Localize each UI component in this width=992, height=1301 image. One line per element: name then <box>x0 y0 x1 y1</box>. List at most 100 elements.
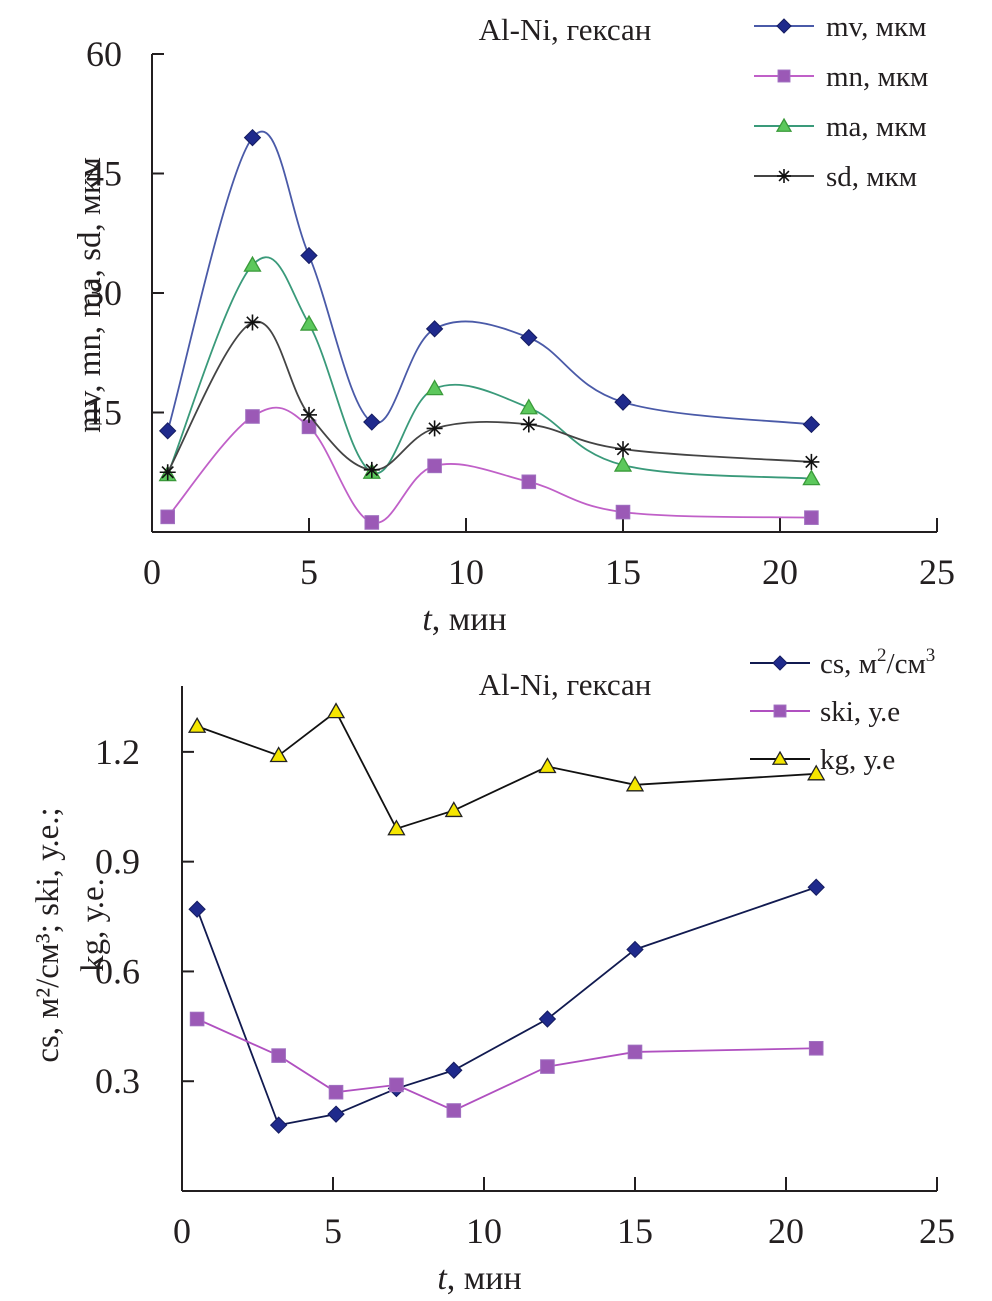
legend-label: kg, у.е <box>820 744 895 776</box>
y-tick-label: 30 <box>86 273 122 313</box>
series-ma <box>158 255 821 486</box>
series-ski <box>189 1011 824 1118</box>
chart-1: 0 5 10 15 20 25 15 30 45 60 t, мин mv, mn, ma, sd, … <box>72 11 955 638</box>
asterisk-stroke <box>805 455 818 469</box>
data-point-diamond <box>807 878 825 896</box>
data-point-triangle <box>538 757 557 774</box>
x-tick-label: 25 <box>919 552 955 592</box>
data-point-square <box>627 1044 643 1060</box>
data-point-asterisk <box>426 420 443 437</box>
x-axis-label: t, мин <box>422 601 506 638</box>
data-point-square <box>427 458 442 474</box>
x-tick-label: 20 <box>768 1211 804 1251</box>
x-tick-label: 5 <box>324 1211 342 1251</box>
data-point-diamond <box>243 128 262 147</box>
data-point-square <box>540 1059 555 1074</box>
data-point-asterisk <box>363 461 380 478</box>
x-tick-label: 10 <box>466 1211 502 1251</box>
chart-title: Al-Ni, гексан <box>479 12 652 47</box>
series-mn <box>160 406 819 530</box>
x-tick-label: 10 <box>448 552 484 592</box>
legend-label: ski, у.е <box>820 696 900 728</box>
data-point-triangle <box>299 314 319 331</box>
legend-label: mv, мкм <box>826 11 926 43</box>
legend-label-sup: 3 <box>926 645 936 666</box>
asterisk-stroke <box>522 418 536 431</box>
legend-marker-square <box>773 704 787 718</box>
data-point-triangle <box>243 255 262 272</box>
data-point-square <box>389 1077 404 1093</box>
data-point-diamond <box>626 940 644 959</box>
series-line <box>196 710 817 830</box>
data-point-diamond <box>425 320 444 338</box>
y-axis-label-line1: cs, м²/см³; ski, у.е.; <box>30 807 66 1062</box>
data-point-triangle <box>269 746 288 763</box>
data-point-diamond <box>363 413 381 431</box>
legend-label-sup: 2 <box>877 645 887 666</box>
data-point-triangle <box>802 469 821 486</box>
data-point-diamond <box>188 900 206 918</box>
data-point-diamond <box>300 246 318 265</box>
data-point-asterisk <box>301 406 317 423</box>
data-point-square <box>160 509 175 525</box>
legend-label: cs, м2/см3 <box>820 645 935 680</box>
series-line <box>196 886 817 1127</box>
legend-item: mv, мкм <box>754 11 926 43</box>
x-tick-label: 0 <box>143 552 161 592</box>
legend-label: ma, мкм <box>826 111 927 143</box>
series-line <box>196 1018 817 1112</box>
series-kg <box>187 702 826 836</box>
data-point-triangle <box>444 801 463 818</box>
series-cs <box>188 878 825 1134</box>
legend-marker-diamond <box>772 655 788 671</box>
legend-item: sd, мкм <box>754 161 917 193</box>
data-point-triangle <box>807 764 826 781</box>
asterisk-stroke <box>428 422 441 435</box>
data-point-square <box>615 504 631 520</box>
data-point-triangle <box>625 775 645 792</box>
data-point-diamond <box>614 393 632 411</box>
data-point-asterisk <box>615 441 631 458</box>
data-point-asterisk <box>520 416 537 433</box>
x-axis-label-var: t <box>422 601 433 638</box>
x-tick-label: 15 <box>605 552 641 592</box>
x-tick-label: 5 <box>300 552 318 592</box>
x-tick-label: 0 <box>173 1211 191 1251</box>
data-point-triangle <box>425 379 444 396</box>
asterisk-stroke <box>161 466 174 479</box>
data-point-diamond <box>445 1061 463 1079</box>
data-point-square <box>245 409 260 424</box>
data-point-diamond <box>269 1116 288 1134</box>
data-point-square <box>808 1040 824 1056</box>
data-point-square <box>446 1103 462 1118</box>
legend-item: mn, мкм <box>754 61 928 93</box>
asterisk-stroke <box>365 463 379 477</box>
y-tick-label: 0.9 <box>95 842 140 882</box>
y-tick-label: 0.6 <box>95 951 140 991</box>
asterisk-stroke <box>616 442 630 456</box>
data-point-square <box>521 474 537 490</box>
x-tick-label: 20 <box>762 552 798 592</box>
series-line <box>166 256 812 480</box>
legend-item: ski, у.е <box>750 696 900 728</box>
legend-item: kg, у.е <box>750 744 895 776</box>
chart-2: 0 5 10 15 20 25 0.3 0.6 0.9 1.2 t, мин cs, м²/см³; … <box>30 645 955 1297</box>
legend-label: sd, мкм <box>826 161 917 193</box>
x-axis-label-unit: , мин <box>447 1260 522 1297</box>
data-point-diamond <box>802 415 821 434</box>
data-point-square <box>804 510 819 525</box>
y-tick-label: 15 <box>86 393 122 433</box>
y-axis-label: mv, mn, ma, sd, мкм <box>72 157 108 433</box>
x-tick-label: 25 <box>919 1211 955 1251</box>
data-point-diamond <box>520 328 538 347</box>
data-point-triangle <box>187 716 207 733</box>
data-point-square <box>328 1084 344 1100</box>
asterisk-stroke <box>246 316 259 329</box>
data-point-asterisk <box>159 464 176 481</box>
y-tick-label: 60 <box>86 34 122 74</box>
asterisk-stroke <box>778 170 790 182</box>
series-line <box>166 130 812 432</box>
data-point-diamond <box>327 1105 345 1123</box>
x-axis-label-unit: , мин <box>432 601 507 638</box>
data-point-triangle <box>387 819 406 836</box>
